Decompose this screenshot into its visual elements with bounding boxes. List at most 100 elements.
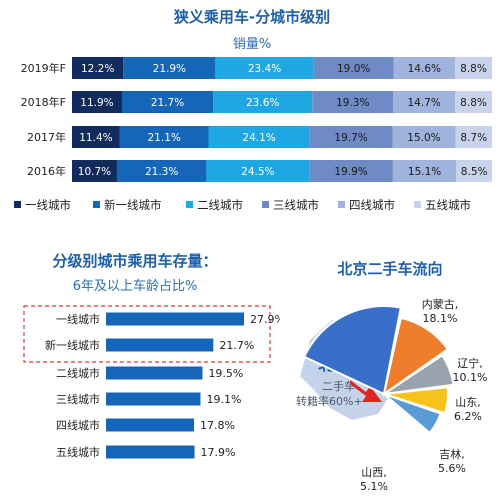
segment-label: 12.2% [81, 63, 114, 75]
stock-bar-chart: 一线城市 27.9% 新一线城市 21.7% 二线城市 19.5% 三线城市 19.1% 四线城… [23, 305, 280, 459]
bar-label: 19.1% [206, 393, 241, 406]
segment-label: 21.9% [153, 63, 186, 75]
city-label: 二线城市 [56, 366, 100, 380]
stacked-segment [215, 57, 314, 79]
stock-bar [106, 338, 214, 352]
stacked-segment [393, 57, 456, 79]
stacked-segment [116, 160, 207, 182]
stock-bar [106, 445, 195, 459]
segment-label: 19.9% [334, 166, 367, 178]
stacked-segment [309, 160, 393, 182]
slice-name-label: 山东, [455, 396, 481, 409]
stacked-segment [455, 91, 492, 113]
stock-chart-subtitle: 6年及以上车龄占比% [72, 279, 198, 294]
stacked-segment [455, 126, 492, 148]
stock-chart-title: 分级别城市乘用车存量： [52, 252, 218, 270]
slice-value-label: 5.1% [360, 480, 388, 493]
stacked-chart-subtitle: 销量% [232, 37, 272, 52]
stacked-segment [313, 57, 394, 79]
segment-label: 24.5% [241, 166, 274, 178]
pie-slice [302, 304, 402, 396]
slice-value-label: 5.6% [438, 462, 466, 475]
year-label: 2018年F [21, 95, 66, 109]
pie-chart-title: 北京二手车流向 [337, 260, 443, 278]
legend-swatch [14, 201, 21, 208]
slice-name-label: 吉林, [439, 447, 465, 461]
pie-slice [382, 316, 450, 397]
segment-label: 19.7% [334, 132, 367, 144]
stacked-segment [392, 160, 457, 182]
stacked-segment [72, 160, 117, 182]
segment-label: 11.4% [79, 132, 112, 144]
slice-value-label: 18.1% [423, 312, 458, 325]
stock-bar [106, 418, 195, 432]
highlight-box [23, 305, 271, 363]
segment-label: 11.9% [80, 97, 113, 109]
stacked-segment [392, 126, 456, 148]
segment-label: 15.1% [408, 166, 441, 178]
legend-label: 四线城市 [349, 198, 395, 212]
city-label: 四线城市 [56, 418, 100, 432]
legend-swatch [262, 201, 269, 208]
bar-label: 19.5% [208, 367, 243, 380]
stacked-segment [119, 126, 209, 148]
segment-label: 24.1% [242, 132, 275, 144]
stacked-segment [393, 91, 456, 113]
segment-label: 21.7% [151, 97, 184, 109]
segment-label: 8.5% [461, 166, 488, 178]
segment-label: 23.6% [246, 97, 279, 109]
stacked-segment [213, 91, 313, 113]
slice-value-label: 10.1% [453, 371, 488, 384]
stock-bar [106, 392, 201, 406]
segment-label: 19.0% [337, 63, 370, 75]
stacked-chart-title: 狭义乘用车-分城市级别 [173, 8, 331, 26]
stacked-segment [123, 57, 216, 79]
legend-label: 三线城市 [273, 198, 319, 212]
stacked-segment [312, 91, 394, 113]
slice-value-label: 6.2% [454, 410, 482, 423]
stacked-segment [208, 126, 310, 148]
stacked-segment [72, 126, 120, 148]
legend-label: 五线城市 [425, 198, 471, 212]
stacked-segment [206, 160, 310, 182]
year-label: 2019年F [21, 61, 66, 75]
pie-slice [383, 353, 455, 395]
legend-label: 二线城市 [197, 198, 243, 212]
segment-label: 10.7% [78, 166, 111, 178]
segment-label: 21.1% [148, 132, 181, 144]
city-label: 五线城市 [56, 445, 100, 459]
pie-slice [383, 386, 449, 415]
legend-label: 一线城市 [25, 198, 71, 212]
segment-label: 14.6% [408, 63, 441, 75]
legend-swatch [93, 201, 100, 208]
legend-swatch [186, 201, 193, 208]
stacked-segment [456, 160, 492, 182]
segment-label: 21.3% [145, 166, 178, 178]
segment-label: 8.8% [460, 97, 487, 109]
segment-label: 23.4% [248, 63, 281, 75]
stacked-segment [309, 126, 393, 148]
pie-slice [383, 393, 442, 435]
bar-label: 17.9% [201, 446, 236, 459]
map-note-line1: 二手车 [322, 379, 355, 393]
stacked-segment [455, 57, 492, 79]
segment-label: 8.8% [460, 63, 487, 75]
stacked-bar-chart: 2019年F 12.2% 21.9% 23.4% 19.0% 14.6% 8.8% 2018年… [14, 57, 492, 212]
map-note-line2: 转籍率60%+ [296, 394, 363, 408]
bar-label: 17.8% [200, 419, 235, 432]
stock-bar [106, 366, 203, 380]
city-label: 新一线城市 [45, 338, 100, 352]
city-label: 三线城市 [56, 392, 100, 406]
stock-bar [106, 312, 244, 326]
segment-label: 19.3% [336, 97, 369, 109]
legend-label: 新一线城市 [104, 198, 162, 212]
stacked-segment [121, 91, 214, 113]
segment-label: 15.0% [407, 132, 440, 144]
slice-name-label: 山西, [361, 466, 387, 479]
legend-swatch [338, 201, 345, 208]
segment-label: 14.7% [407, 97, 440, 109]
year-label: 2016年 [27, 164, 66, 178]
stacked-segment [72, 57, 124, 79]
segment-label: 8.7% [460, 132, 487, 144]
red-arrow [350, 380, 382, 402]
